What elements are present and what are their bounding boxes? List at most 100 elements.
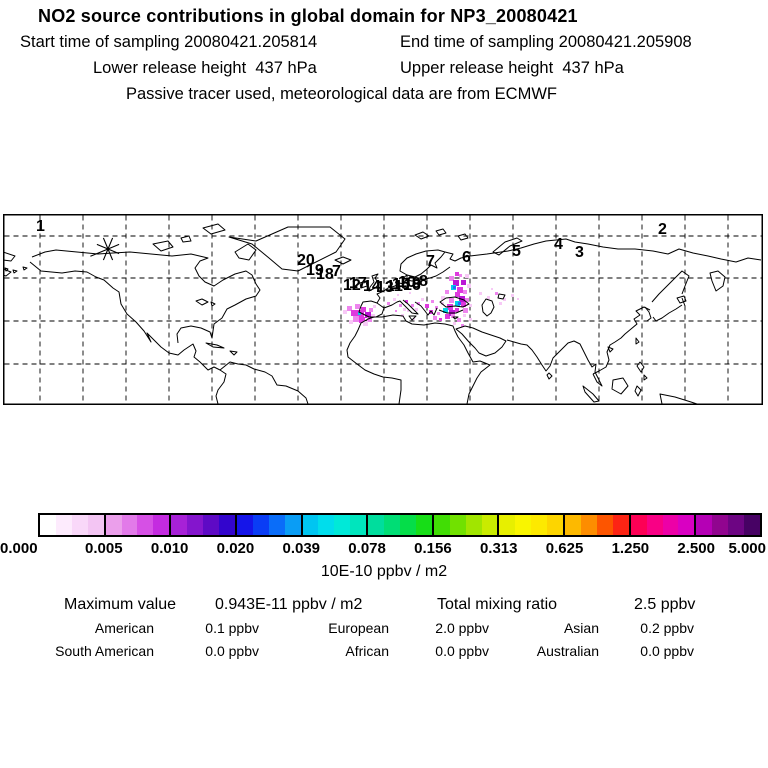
colorbar-step	[121, 515, 138, 535]
site-number-marker: 7	[332, 263, 341, 280]
tracer-concentration-patch	[437, 312, 440, 315]
tracer-concentration-patch	[465, 274, 469, 278]
site-number-marker: 10	[398, 274, 416, 291]
region-label: European	[328, 620, 389, 636]
coastline	[506, 339, 603, 387]
tracer-concentration-patch	[461, 280, 466, 285]
upper-release-text: Upper release height 437 hPa	[400, 59, 624, 77]
colorbar-tick-label: 0.156	[414, 540, 452, 557]
site-number-marker: 14	[363, 278, 381, 295]
colorbar-unit-label: 10E-10 ppbv / m2	[320, 563, 448, 580]
colorbar-step	[252, 515, 269, 535]
tracer-concentration-patch	[417, 302, 420, 305]
colorbar-tick-label: 0.625	[545, 540, 584, 557]
tracer-concentration-patch	[463, 308, 468, 313]
coastline	[346, 314, 491, 405]
tracer-concentration-patch	[363, 321, 368, 326]
tracer-concentration-patch	[347, 306, 352, 311]
colorbar-step	[728, 515, 745, 535]
region-value: 0.2 ppbv	[640, 620, 694, 636]
tracer-concentration-patch	[415, 308, 418, 311]
tracer-concentration-patch	[361, 307, 366, 312]
colorbar-step	[236, 515, 253, 535]
tracer-concentration-patch	[355, 304, 360, 309]
colorbar-step	[384, 515, 401, 535]
site-number-marker: 4	[554, 236, 563, 253]
colorbar-step	[612, 515, 629, 535]
tracer-concentration-patch	[517, 298, 519, 300]
tracer-concentration-patch	[451, 314, 455, 318]
total-mixing-ratio-value: 2.5 ppbv	[634, 596, 696, 613]
colorbar-tick-label: 2.500	[677, 540, 715, 557]
colorbar-step	[465, 515, 482, 535]
site-number-marker: 12	[343, 277, 361, 294]
world-map: 1 2 3 4 5 6 7 20 19 18 7 12 17 14 13 11 15 10 16 9 8	[2, 214, 763, 405]
start-time-text: Start time of sampling 20080421.205814	[20, 33, 318, 51]
colorbar-segment	[497, 515, 564, 535]
coastline	[215, 361, 309, 405]
tracer-concentration-patch	[397, 294, 399, 296]
site-number-marker: 18	[316, 266, 334, 283]
coastline	[492, 237, 523, 256]
lower-release-text: Lower release height 437 hPa	[93, 59, 317, 77]
coastline	[546, 372, 553, 380]
tracer-concentration-patch	[503, 298, 506, 301]
colorbar-step	[547, 515, 564, 535]
tracer-concentration-patch	[439, 318, 442, 321]
tracer-concentration-patch	[371, 314, 375, 318]
coastline	[228, 226, 346, 272]
coastline	[455, 325, 507, 357]
coastline	[359, 273, 380, 292]
region-label: American	[94, 620, 154, 636]
tracer-concentration-patch	[479, 292, 482, 295]
colorbar-step	[415, 515, 432, 535]
tracer-concentration-patch	[351, 310, 357, 316]
colorbar-step	[153, 515, 170, 535]
site-number-marker: 11	[386, 278, 403, 295]
tracer-concentration-patch	[405, 300, 408, 303]
tracer-concentration-patch	[461, 324, 464, 327]
tracer-concentration-patch	[359, 317, 365, 323]
coastline	[399, 249, 446, 278]
site-number-marker: 8	[419, 273, 428, 290]
tracer-concentration-patch	[467, 284, 471, 288]
page-title: NO2 source contributions in global domai…	[38, 6, 578, 26]
tracer-concentration-patch	[367, 317, 372, 322]
region-value: 0.0 ppbv	[435, 643, 489, 659]
coastline	[4, 266, 28, 274]
colorbar-tick-label: 5.000	[728, 540, 766, 557]
tracer-concentration-patch	[453, 286, 456, 289]
colorbar-segment	[169, 515, 235, 535]
end-time-text: End time of sampling 20080421.205908	[400, 33, 692, 51]
colorbar-step	[171, 515, 188, 535]
colorbar-tick-label: 0.000	[0, 540, 38, 557]
coastline	[652, 295, 687, 322]
tracer-concentration-patch	[449, 298, 454, 303]
colorbar-segment	[563, 515, 629, 535]
tracer-concentration-patch	[399, 304, 402, 307]
tracer-concentration-patch	[459, 274, 462, 277]
colorbar-segment	[103, 515, 170, 535]
colorbar-step	[515, 515, 532, 535]
site-number-marker: 16	[403, 277, 421, 294]
colorbar-step	[71, 515, 88, 535]
tracer-concentration-patch	[413, 318, 415, 320]
colorbar-segment	[366, 515, 432, 535]
tracer-concentration-patch	[455, 292, 460, 297]
tracer-concentration-patch	[407, 310, 409, 312]
region-contributions-table: American 0.1 ppbv European 2.0 ppbv Asian 0.2…	[34, 620, 740, 659]
site-number-marker: 20	[297, 252, 315, 269]
tracer-concentration-patch	[463, 290, 467, 294]
tracer-concentration-patch	[461, 302, 466, 307]
coastline	[414, 228, 469, 241]
tracer-concentration-patch	[411, 304, 414, 307]
tracer-concentration-patch	[453, 322, 456, 325]
tracer-concentration-patch	[403, 308, 406, 311]
colorbar-step	[481, 515, 498, 535]
colorbar-tick-label: 0.020	[216, 540, 255, 557]
colorbar-step	[400, 515, 416, 535]
colorbar-segment	[694, 515, 761, 535]
coastline	[607, 337, 648, 381]
colorbar-segment	[300, 515, 367, 535]
tracer-concentration-patch	[457, 318, 461, 322]
